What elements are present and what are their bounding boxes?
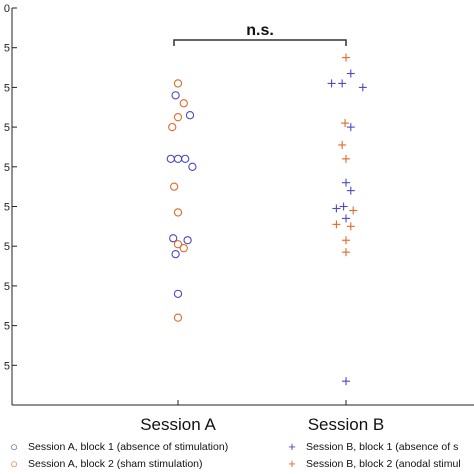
plus-point	[338, 140, 347, 149]
plus-marker-icon: +	[288, 439, 296, 454]
circle-point	[166, 154, 175, 164]
circle-point	[173, 208, 183, 217]
y-tick-label: 5	[4, 360, 10, 372]
plus-point	[339, 202, 348, 211]
plus-point	[332, 220, 341, 229]
y-tick-label: 0	[4, 3, 10, 15]
plus-point	[342, 178, 350, 187]
plus-point	[342, 154, 350, 163]
x-tick-label: Session B	[308, 415, 385, 434]
significance-label: n.s.	[246, 22, 274, 39]
circle-marker-icon: ○	[10, 439, 18, 454]
y-tick-label: 5	[4, 321, 10, 333]
circle-point	[170, 182, 179, 191]
circle-marker-icon: ○	[10, 456, 18, 471]
circle-point	[173, 240, 183, 249]
plus-point	[342, 214, 350, 223]
y-tick-label: 5	[4, 122, 10, 134]
y-tick-label: 5	[4, 162, 10, 174]
circle-point	[183, 236, 192, 245]
bracket-line	[173, 39, 347, 46]
legend: ○ Session A, block 1 (absence of stimula…	[6, 440, 474, 474]
circle-point	[188, 162, 197, 171]
legend-label: Session A, block 2 (sham stimulation)	[28, 458, 203, 470]
y-tick-label: 5	[4, 82, 10, 94]
circle-point	[181, 154, 190, 164]
plus-marker-icon: +	[288, 456, 296, 471]
plus-point	[342, 53, 350, 62]
legend-label: Session A, block 1 (absence of stimulati…	[28, 441, 229, 453]
y-tick-label: 5	[4, 241, 10, 253]
plus-point	[346, 186, 355, 195]
plus-point	[346, 123, 355, 132]
circle-point	[173, 79, 183, 88]
y-tick-label: 5	[4, 281, 10, 293]
legend-item-session-b-block-2: + Session B, block 2 (anodal stimul	[284, 456, 461, 471]
significance-bracket: n.s.	[173, 22, 347, 46]
plus-point	[338, 79, 347, 88]
legend-item-session-b-block-1: + Session B, block 1 (absence of s	[284, 440, 458, 454]
circle-point	[185, 111, 195, 120]
circle-point	[179, 99, 188, 108]
y-tick-label: 5	[4, 202, 10, 214]
x-tick-label: Session A	[140, 415, 216, 434]
circle-point	[173, 313, 183, 322]
circle-point	[171, 249, 180, 259]
plus-point	[346, 222, 355, 231]
legend-label: Session B, block 1 (absence of s	[306, 441, 459, 453]
circle-point	[168, 122, 177, 132]
plus-point	[346, 69, 355, 78]
circle-point	[169, 234, 178, 243]
plus-point	[327, 79, 336, 88]
plus-point	[332, 204, 341, 213]
axes: 5 5 5 5 5 5 5 5 5 0 Session A Session B	[4, 3, 474, 434]
plus-point	[349, 206, 358, 215]
plus-point	[342, 236, 350, 245]
circle-point	[171, 91, 180, 100]
circle-point	[173, 154, 183, 164]
circle-point	[173, 289, 183, 298]
legend-item-session-a-block-2: ○ Session A, block 2 (sham stimulation)	[6, 456, 203, 471]
circle-point	[173, 113, 183, 122]
plus-point	[358, 83, 367, 92]
y-tick-label: 5	[4, 43, 10, 55]
plus-point	[342, 377, 350, 386]
plus-point	[341, 119, 350, 128]
circle-point	[179, 244, 188, 253]
plus-point	[342, 248, 350, 257]
data-marks	[166, 53, 367, 386]
legend-item-session-a-block-1: ○ Session A, block 1 (absence of stimula…	[6, 440, 228, 454]
legend-label: Session B, block 2 (anodal stimul	[306, 458, 461, 470]
